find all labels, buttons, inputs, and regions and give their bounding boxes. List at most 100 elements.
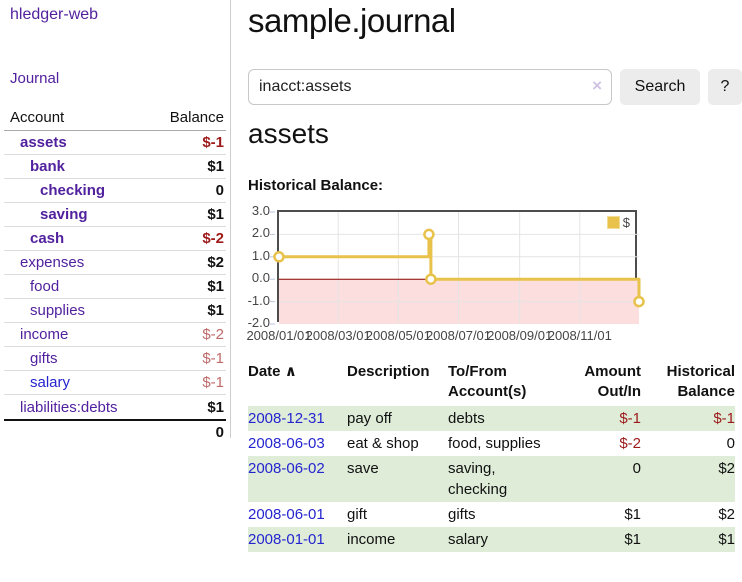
amount-cell: $1 [624, 506, 641, 523]
balance-cell: $1 [641, 527, 735, 552]
y-axis-tick-label: 1.0 [251, 247, 270, 263]
balance-cell: $2 [718, 506, 735, 523]
chart-title: Historical Balance: [248, 177, 384, 194]
x-axis-tick-label: 2008/05/01 [365, 328, 431, 343]
historical-balance-chart: $ 3.0 2.0 1.0 0.0 -1.0 -2.0 2008/01/01 2008/03/… [246, 203, 742, 351]
accounts-table-header: Account Balance [4, 106, 226, 131]
accounts-cell: saving, checking [448, 456, 564, 502]
transaction-date-link[interactable]: 2008-01-01 [248, 531, 325, 548]
account-link-salary[interactable]: salary [30, 374, 71, 391]
accounts-cell: food, supplies [448, 435, 541, 452]
x-axis-tick-label: 2008/03/01 [305, 328, 371, 343]
account-balance: $1 [207, 278, 224, 295]
description-cell: gift [347, 506, 368, 523]
account-balance: $1 [207, 398, 224, 416]
x-axis-tick-label: 2008/11/01 [547, 328, 612, 343]
date-cell: 2008-06-03 [248, 431, 347, 456]
sidebar-account-row: assets $-1 [4, 131, 226, 155]
app-title-link[interactable]: hledger-web [10, 6, 99, 23]
search-button[interactable]: Search [620, 69, 700, 105]
y-axis-tick-label: 0.0 [251, 270, 270, 286]
search-input[interactable] [248, 69, 612, 105]
date-cell: 2008-06-02 [248, 456, 347, 502]
account-link-expenses[interactable]: expenses [20, 254, 85, 271]
date-column-header[interactable]: Date ∧ [248, 363, 297, 380]
transaction-date-link[interactable]: 2008-12-31 [248, 410, 325, 427]
account-balance: $-1 [202, 374, 224, 391]
balance-column-header: Historical Balance [666, 363, 735, 400]
x-axis-tick-label: 2008/07/01 [425, 328, 492, 343]
date-cell: 2008-12-31 [248, 406, 347, 431]
account-link-saving[interactable]: saving [40, 206, 88, 223]
register-row: 2008-12-31 pay off debts $-1 $-1 [248, 406, 735, 431]
account-link-supplies[interactable]: supplies [30, 302, 86, 319]
register-row: 2008-06-02 save saving, checking 0 $2 [248, 456, 735, 502]
account-balance: $2 [207, 254, 224, 271]
help-button[interactable]: ? [708, 69, 742, 105]
series-swatch-icon [606, 216, 620, 229]
amount-column-header: Amount Out/In [584, 363, 641, 400]
account-balance: $1 [207, 302, 224, 319]
account-link-gifts[interactable]: gifts [30, 350, 58, 367]
y-axis-tick-label: 2.0 [251, 225, 270, 241]
account-link-food[interactable]: food [30, 278, 60, 295]
accounts-column-header: To/From Account(s) [448, 363, 527, 400]
register-row: 2008-06-03 eat & shop food, supplies $-2 0 [248, 431, 735, 456]
sidebar-account-row: food $1 [4, 275, 226, 299]
account-link-liabilities-debts[interactable]: liabilities:debts [20, 398, 118, 416]
accounts-table: Account Balance assets $-1 bank $1 checking 0… [4, 106, 226, 444]
description-cell: save [347, 456, 448, 502]
y-axis-tick-label: 3.0 [251, 203, 270, 218]
account-balance: $1 [207, 206, 224, 223]
x-axis-tick-label: 2008/01/01 [246, 328, 312, 343]
sidebar-account-row: supplies $1 [4, 299, 226, 323]
accounts-cell: gifts [448, 506, 476, 523]
date-cell: 2008-06-01 [248, 502, 347, 527]
sidebar-account-row: saving $1 [4, 203, 226, 227]
total-balance: 0 [215, 424, 224, 441]
balance-column-header: Balance [169, 109, 224, 126]
sidebar-account-row: salary $-1 [4, 371, 226, 395]
description-cell: income [347, 527, 448, 552]
main-content: sample.journal × Search ? assets Histori… [246, 0, 742, 582]
balance-cell: $2 [641, 456, 735, 502]
accounts-cell: salary [448, 527, 564, 552]
account-heading: assets [248, 118, 329, 149]
amount-cell: $-2 [619, 435, 641, 452]
transaction-date-link[interactable]: 2008-06-01 [248, 506, 325, 523]
chart-plot-area: $ [270, 210, 645, 325]
sort-ascending-icon: ∧ [284, 363, 297, 380]
account-link-assets[interactable]: assets [20, 134, 67, 151]
nav-journal-link[interactable]: Journal [10, 70, 60, 87]
sidebar-account-row: income $-2 [4, 323, 226, 347]
account-rows: assets $-1 bank $1 checking 0 saving $1 cash $-2 e… [4, 131, 226, 419]
sidebar-account-row: cash $-2 [4, 227, 226, 251]
account-link-cash[interactable]: cash [30, 230, 65, 247]
amount-cell: $1 [564, 527, 641, 552]
sidebar-account-row: liabilities:debts $1 [4, 395, 226, 419]
balance-cell: $-1 [641, 406, 735, 431]
sidebar-account-row: gifts $-1 [4, 347, 226, 371]
amount-cell: $-1 [564, 406, 641, 431]
account-balance: 0 [215, 182, 224, 199]
account-balance: $-2 [202, 326, 224, 343]
y-axis-tick-label: -1.0 [247, 292, 270, 308]
transaction-date-link[interactable]: 2008-06-02 [248, 460, 325, 477]
description-cell: pay off [347, 406, 448, 431]
search-box: × [248, 69, 612, 105]
page-title: sample.journal [248, 2, 456, 39]
accounts-cell: debts [448, 406, 564, 431]
transaction-date-link[interactable]: 2008-06-03 [248, 435, 325, 452]
amount-cell: 0 [564, 456, 641, 502]
date-cell: 2008-01-01 [248, 527, 347, 552]
sidebar-account-row: bank $1 [4, 155, 226, 179]
register-row: 2008-06-01 gift gifts $1 $2 [248, 502, 735, 527]
description-column-header: Description [347, 363, 430, 380]
account-link-income[interactable]: income [20, 326, 69, 343]
series-label: $ [622, 215, 630, 230]
account-link-bank[interactable]: bank [30, 158, 66, 175]
clear-search-icon[interactable]: × [592, 76, 602, 95]
account-link-checking[interactable]: checking [40, 182, 106, 199]
chart-legend: $ [604, 214, 632, 231]
